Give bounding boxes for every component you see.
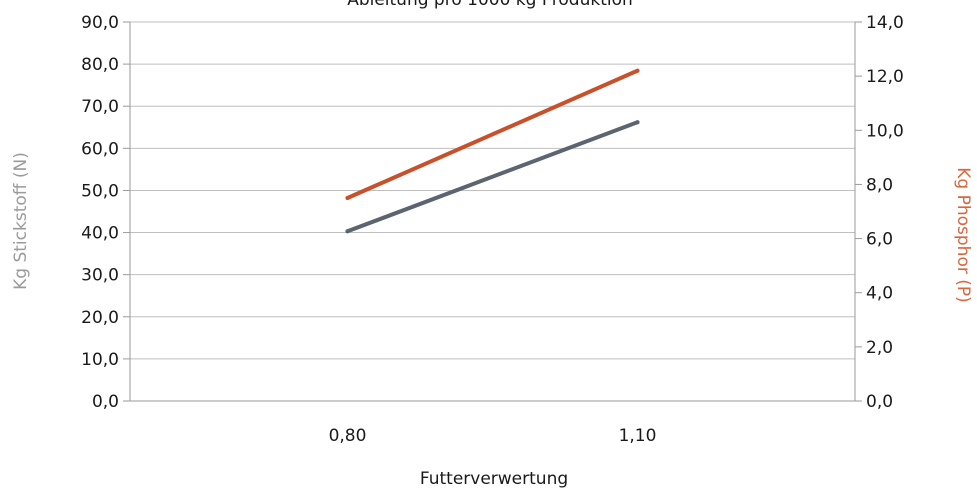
series-line-1 [345, 120, 640, 234]
y-axis-left-title: Kg Stickstoff (N) [11, 152, 31, 290]
series-1-point [345, 229, 350, 234]
y-left-tick-label: 0,0 [92, 392, 119, 412]
y-left-tick-label: 90,0 [81, 13, 119, 33]
axes [129, 22, 856, 402]
y-axis-right-title: Kg Phosphor (P) [953, 167, 973, 303]
y-left-tick-label: 80,0 [81, 55, 119, 75]
y-right-tick-label: 4,0 [866, 284, 893, 304]
y-right-tick-label: 14,0 [866, 13, 904, 33]
x-tick-label: 0,80 [329, 426, 367, 446]
y-left-tick-label: 20,0 [81, 308, 119, 328]
y-right-tick-label: 12,0 [866, 67, 904, 87]
y-left-tick-label: 30,0 [81, 266, 119, 286]
y-right-tick-label: 8,0 [866, 175, 893, 195]
y-axis-left-ticks: 0,0 10,0 20,0 30,0 40,0 50,0 60,0 70,0 80,0 90,0 [81, 13, 130, 412]
x-axis-title: Futterverwertung [420, 469, 568, 488]
y-axis-right-ticks: 0,0 2,0 4,0 6,0 8,0 10,0 12,0 14,0 [855, 13, 904, 412]
series-line-2 [345, 68, 640, 200]
series-1-point [635, 120, 640, 125]
y-right-tick-label: 0,0 [866, 392, 893, 412]
x-axis-ticks: 0,80 1,10 [329, 426, 657, 446]
gridlines [130, 21, 855, 360]
y-left-tick-label: 50,0 [81, 181, 119, 201]
y-left-tick-label: 40,0 [81, 224, 119, 244]
y-left-tick-label: 60,0 [81, 139, 119, 159]
series-2-point [345, 195, 350, 200]
x-tick-label: 1,10 [619, 426, 657, 446]
y-right-tick-label: 10,0 [866, 121, 904, 141]
chart-title: Ableitung pro 1000 kg Produktion [347, 0, 633, 10]
y-left-tick-label: 70,0 [81, 97, 119, 117]
series [345, 68, 640, 234]
y-right-tick-label: 6,0 [866, 230, 893, 250]
series-2-point [635, 68, 640, 73]
y-right-tick-label: 2,0 [866, 338, 893, 358]
y-left-tick-label: 10,0 [81, 350, 119, 370]
